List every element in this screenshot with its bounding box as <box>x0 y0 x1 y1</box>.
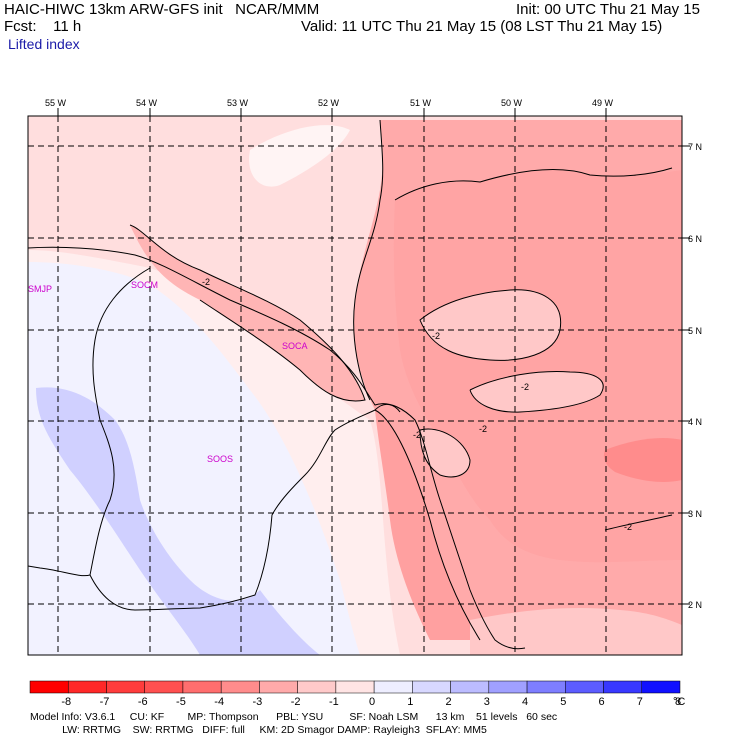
colorbar-swatch <box>565 680 604 694</box>
lon-label: 54 W <box>136 98 158 108</box>
lon-label: 52 W <box>318 98 340 108</box>
colorbar-tick-label: -6 <box>138 696 148 708</box>
colorbar-swatch <box>144 680 184 694</box>
colorbar-tick-label: 8 <box>675 696 681 708</box>
lat-lon-grid <box>28 116 682 655</box>
colorbar-swatch <box>259 680 298 694</box>
colorbar-swatch <box>220 680 260 694</box>
lon-label: 49 W <box>592 98 614 108</box>
colorbar-tick-label: 6 <box>598 696 604 708</box>
lat-label: 4 N <box>688 417 702 427</box>
lon-label: 51 W <box>410 98 432 108</box>
frame-ticks <box>57 108 690 605</box>
colorbar-swatch <box>373 680 413 694</box>
contour-label: -2 <box>521 382 529 392</box>
colorbar-swatch <box>488 680 528 694</box>
colorbar-tick-label: -2 <box>291 696 301 708</box>
map-fill <box>28 116 682 655</box>
lon-label: 53 W <box>227 98 249 108</box>
colorbar-tick-label: 2 <box>446 696 452 708</box>
colorbar-swatch <box>641 680 681 694</box>
colorbar-tick-label: 7 <box>637 696 643 708</box>
station-label: SOOS <box>207 454 233 464</box>
contour-value-labels: -2 -2 -2 -2 -2 -2 <box>202 277 632 532</box>
latitude-labels: 7 N 6 N 5 N 4 N 3 N 2 N <box>688 142 702 610</box>
colorbar-swatch <box>450 680 490 694</box>
colorbar-swatch <box>603 680 643 694</box>
lat-label: 7 N <box>688 142 702 152</box>
colorbar-tick-label: -3 <box>253 696 263 708</box>
colorbar-swatch <box>67 680 107 694</box>
colorbar-tick-label: -1 <box>329 696 339 708</box>
station-label: SOCA <box>282 341 308 351</box>
header-right-line1: Init: 00 UTC Thu 21 May 15 <box>516 1 700 18</box>
colorbar-swatch <box>412 680 451 694</box>
field-name: Lifted index <box>8 36 80 52</box>
coastlines <box>27 246 526 650</box>
station-label: SOCM <box>131 280 158 290</box>
colorbar-tick-label: -5 <box>176 696 186 708</box>
colorbar-swatch <box>297 680 337 694</box>
colorbar-tick-label: 0 <box>369 696 375 708</box>
colorbar-tick-label: 1 <box>407 696 413 708</box>
colorbar-swatch <box>106 680 145 694</box>
colorbar-tick-label: 4 <box>522 696 528 708</box>
contour-label: -2 <box>432 331 440 341</box>
lon-label: 50 W <box>501 98 523 108</box>
lat-label: 2 N <box>688 600 702 610</box>
colorbar-tick-label: -7 <box>100 696 110 708</box>
station-label: SMJP <box>28 284 52 294</box>
contour-label: -2 <box>624 522 632 532</box>
colorbar-tick-label: -8 <box>61 696 71 708</box>
header-left-line2: Fcst: 11 h <box>4 18 82 35</box>
colorbar-tick-label: 5 <box>560 696 566 708</box>
colorbar: -8 -7 -6 -5 -4 -3 -2 -1 0 1 2 3 4 5 6 7 8 <box>29 680 681 708</box>
longitude-labels: 55 W 54 W 53 W 52 W 51 W 50 W 49 W <box>45 98 614 108</box>
colorbar-swatch <box>182 680 222 694</box>
contour-label: -2 <box>413 430 421 440</box>
colorbar-swatch <box>335 680 375 694</box>
contour-label: -2 <box>202 277 210 287</box>
lat-label: 5 N <box>688 326 702 336</box>
lat-label: 6 N <box>688 234 702 244</box>
colorbar-swatch <box>526 680 566 694</box>
lat-label: 3 N <box>688 509 702 519</box>
contour-label: -2 <box>479 424 487 434</box>
map-frame <box>27 115 683 656</box>
lon-label: 55 W <box>45 98 67 108</box>
model-info-line2: LW: RRTMG SW: RRTMG DIFF: full KM: 2D Sm… <box>30 724 487 736</box>
model-info-line1: Model Info: V3.6.1 CU: KF MP: Thompson P… <box>30 711 558 723</box>
station-labels: SMJP SOCM SOCA SOOS <box>28 280 308 464</box>
colorbar-swatch <box>29 680 69 694</box>
header-right-line2: Valid: 11 UTC Thu 21 May 15 (08 LST Thu … <box>301 18 663 35</box>
colorbar-tick-label: 3 <box>484 696 490 708</box>
header-left-line1: HAIC-HIWC 13km ARW-GFS init NCAR/MMM <box>4 1 320 18</box>
colorbar-tick-label: -4 <box>214 696 224 708</box>
colorbar-unit: °C <box>673 696 685 708</box>
